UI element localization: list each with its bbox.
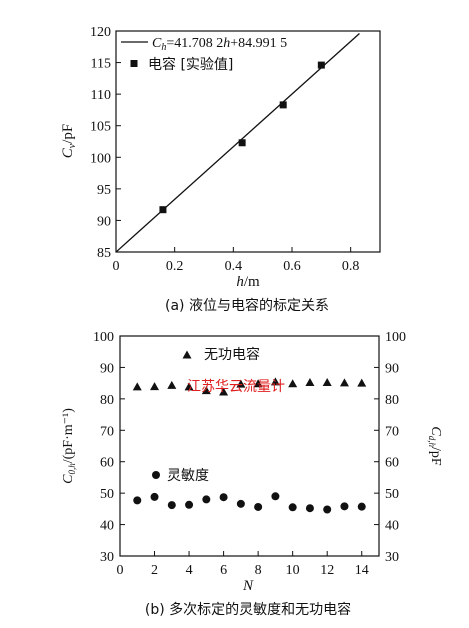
chart-a-legend-series-label: 电容 [实验值] [148,56,233,73]
chart-b-left-y-tick-label-0: 30 [100,550,114,565]
chart-b-sensitivity-point-8 [271,492,280,501]
chart-b-x-tick-label-6: 12 [320,563,334,578]
chart-b-legend-sensitivity-label: 灵敏度 [167,468,209,484]
chart-b-reactive-point-4 [201,386,211,395]
chart-a-point-1 [238,139,246,147]
chart-b-x-tick-label-4: 8 [255,563,262,578]
chart-a-point-0 [159,206,167,214]
chart-a-x-tick-label-0: 0 [113,259,120,274]
chart-b-reactive-point-9 [288,379,298,388]
chart-a-x-tick-label-3: 0.6 [283,259,301,274]
chart-b-right-y-axis-label: Cd,h/pF [427,426,443,465]
chart-a-caption: (a) 液位与电容的标定关系 [165,297,329,314]
chart-b-x-ticks: 0 2 4 6 8 10 12 14 [117,551,369,578]
chart-b-sensitivity-point-11 [323,505,332,514]
chart-b-sensitivity-point-1 [150,492,159,501]
chart-b-x-tick-label-2: 4 [186,563,193,578]
chart-a-points [159,61,325,214]
chart-a-y-tick-label-7: 120 [90,25,111,40]
chart-a-x-tick-label-2: 0.4 [225,259,243,274]
chart-b-reactive-point-11 [322,378,332,387]
chart-b-right-y-tick-label-6: 90 [385,361,399,376]
chart-b-x-tick-label-0: 0 [117,563,124,578]
chart-b-right-y-tick-label-5: 80 [385,393,399,408]
chart-a: 0 0.2 0.4 0.6 0.8 85 90 95 100 105 110 115 120 Ch=4… [60,25,381,314]
chart-b-x-axis-label: N [242,578,254,594]
chart-b: 0 2 4 6 8 10 12 14 30 30 40 40 50 50 60 60 70 70 80 80 90 90… [61,330,443,618]
chart-b-sensitivity-point-5 [219,493,228,502]
chart-b-reactive-point-3 [184,382,194,391]
chart-b-reactive-point-10 [305,378,315,387]
chart-a-fit-line [115,32,360,253]
chart-b-right-y-tick-label-1: 40 [385,519,399,534]
chart-a-y-tick-label-1: 90 [97,214,111,229]
chart-b-left-y-tick-label-3: 60 [100,456,114,471]
chart-b-sensitivity-point-4 [202,495,211,504]
chart-a-y-tick-label-4: 105 [90,120,111,135]
chart-b-points [132,377,367,514]
chart-a-y-tick-label-3: 100 [90,151,111,166]
chart-b-reactive-point-6 [236,379,246,388]
chart-b-x-tick-label-3: 6 [220,563,227,578]
chart-b-right-y-tick-label-7: 100 [385,330,406,345]
chart-a-x-tick-label-1: 0.2 [166,259,184,274]
chart-a-x-axis-label: h/m [236,274,260,290]
chart-b-sensitivity-point-6 [236,499,245,508]
chart-b-sensitivity-point-7 [254,502,263,511]
chart-b-left-y-tick-label-1: 40 [100,519,114,534]
chart-b-sensitivity-point-9 [288,503,297,512]
chart-a-point-3 [317,61,325,69]
chart-b-reactive-point-7 [253,379,263,388]
chart-b-legend-circle-swatch [152,471,160,479]
chart-b-reactive-point-2 [167,380,177,389]
chart-b-sensitivity-point-0 [133,496,142,505]
chart-a-fit-line-path [115,32,360,253]
chart-a-plot-frame [115,30,381,253]
chart-a-y-tick-label-0: 85 [97,246,111,261]
chart-b-right-y-tick-label-0: 30 [385,550,399,565]
chart-b-left-y-axis-label: C0,h/(pF·m⁻¹) [61,408,77,484]
chart-b-reactive-point-1 [150,382,160,391]
chart-b-sensitivity-point-10 [305,504,314,513]
chart-b-reactive-point-8 [270,377,280,386]
chart-b-right-y-tick-label-4: 70 [385,424,399,439]
chart-b-reactive-point-0 [132,382,142,391]
chart-b-right-y-tick-label-2: 50 [385,487,399,502]
chart-a-x-tick-label-4: 0.8 [342,259,360,274]
chart-b-left-y-tick-label-7: 100 [93,330,114,345]
chart-b-x-tick-label-7: 14 [355,563,369,578]
chart-b-left-y-tick-label-2: 50 [100,487,114,502]
chart-b-left-y-tick-label-4: 70 [100,424,114,439]
chart-b-sensitivity-point-2 [167,501,176,510]
chart-b-y-ticks: 30 30 40 40 50 50 60 60 70 70 80 80 90 90 100 100 [93,330,406,565]
chart-a-y-tick-label-2: 95 [97,183,111,198]
chart-a-x-ticks: 0 0.2 0.4 0.6 0.8 [113,247,360,274]
chart-b-x-tick-label-5: 10 [286,563,300,578]
chart-a-legend-square-swatch [130,60,138,67]
chart-b-left-y-tick-label-6: 90 [100,361,114,376]
chart-b-sensitivity-point-3 [185,500,194,509]
chart-a-y-axis-label: Cv/pF [60,124,78,158]
chart-b-x-tick-label-1: 2 [151,563,158,578]
chart-b-reactive-point-12 [339,378,349,387]
chart-b-reactive-point-13 [357,378,367,387]
chart-b-sensitivity-point-13 [357,502,366,511]
watermark-text: 江苏华云流量计 [187,379,285,395]
chart-b-legend-reactive-label: 无功电容 [204,346,260,363]
chart-b-caption: (b) 多次标定的灵敏度和无功电容 [145,601,351,618]
chart-a-point-2 [279,101,287,109]
chart-a-y-ticks: 85 90 95 100 105 110 115 120 [90,25,121,261]
chart-b-left-y-tick-label-5: 80 [100,393,114,408]
chart-b-right-y-tick-label-3: 60 [385,456,399,471]
chart-b-reactive-point-5 [219,387,229,396]
chart-b-plot-frame [119,335,380,557]
chart-a-y-tick-label-6: 115 [91,57,111,72]
chart-b-legend-triangle-swatch [182,350,192,359]
chart-b-sensitivity-point-12 [340,502,349,511]
chart-a-legend-fit-label: Ch=41.708 2h+84.991 5 [152,36,287,53]
chart-a-y-tick-label-5: 110 [91,88,111,103]
